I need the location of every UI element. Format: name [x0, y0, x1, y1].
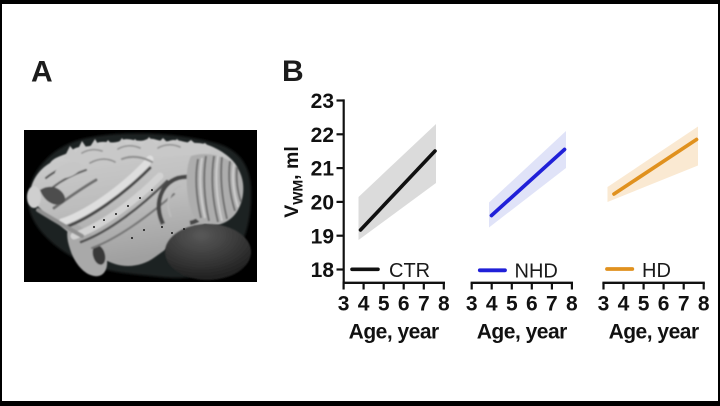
svg-text:4: 4 [618, 293, 630, 316]
svg-text:18: 18 [311, 259, 335, 282]
svg-text:3: 3 [598, 293, 610, 316]
svg-text:HD: HD [642, 260, 671, 282]
svg-text:21: 21 [311, 158, 335, 181]
svg-text:CTR: CTR [389, 260, 430, 282]
svg-text:8: 8 [438, 293, 450, 316]
svg-text:4: 4 [486, 293, 498, 316]
svg-text:A: A [31, 56, 53, 89]
svg-text:6: 6 [398, 293, 410, 316]
svg-text:5: 5 [378, 293, 390, 316]
svg-text:NHD: NHD [515, 261, 558, 283]
svg-text:7: 7 [418, 293, 430, 316]
svg-text:19: 19 [311, 225, 334, 248]
svg-text:3: 3 [466, 293, 478, 316]
svg-text:Age, year: Age, year [609, 321, 699, 344]
svg-text:Age, year: Age, year [477, 321, 567, 344]
svg-text:8: 8 [566, 293, 578, 316]
svg-text:7: 7 [546, 293, 558, 316]
svg-text:23: 23 [311, 90, 334, 113]
svg-text:8: 8 [698, 293, 710, 316]
svg-text:6: 6 [526, 293, 538, 316]
svg-text:6: 6 [658, 293, 670, 316]
svg-text:7: 7 [678, 293, 690, 316]
svg-text:4: 4 [358, 293, 370, 316]
svg-text:3: 3 [338, 293, 350, 316]
svg-text:5: 5 [638, 293, 650, 316]
svg-text:20: 20 [311, 192, 334, 215]
svg-text:B: B [282, 55, 304, 88]
svg-text:5: 5 [506, 293, 518, 316]
svg-text:22: 22 [311, 124, 334, 147]
svg-text:Age, year: Age, year [349, 321, 439, 344]
